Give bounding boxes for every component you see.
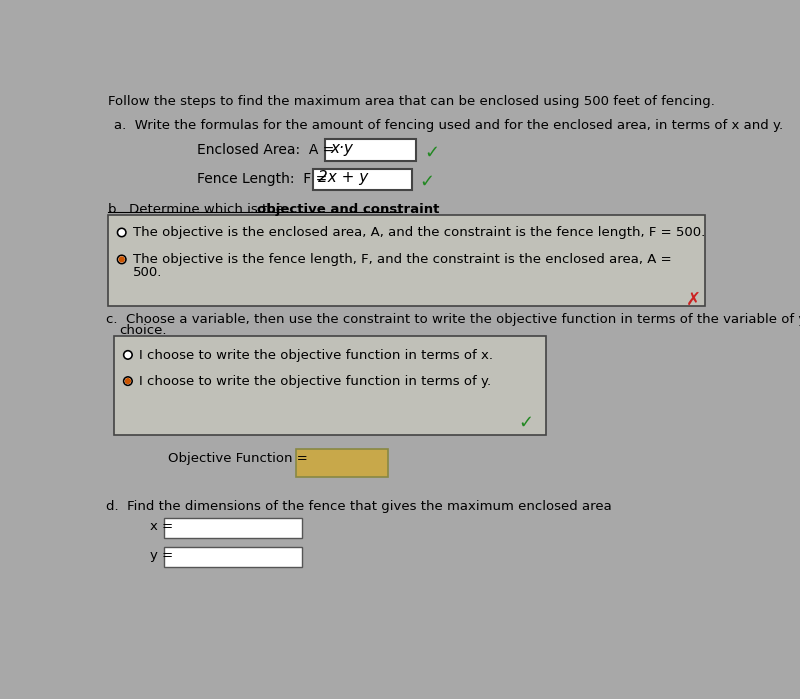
Text: ✓: ✓ bbox=[419, 173, 434, 191]
Text: Follow the steps to find the maximum area that can be enclosed using 500 feet of: Follow the steps to find the maximum are… bbox=[108, 94, 714, 108]
Text: Fence Length:  F =: Fence Length: F = bbox=[197, 173, 331, 187]
Text: ✗: ✗ bbox=[686, 291, 702, 308]
Text: b.  Determine which is the: b. Determine which is the bbox=[108, 203, 288, 216]
Circle shape bbox=[119, 257, 124, 262]
Text: I choose to write the objective function in terms of x.: I choose to write the objective function… bbox=[138, 349, 493, 362]
Circle shape bbox=[124, 377, 132, 385]
Text: y =: y = bbox=[150, 549, 174, 562]
Text: I choose to write the objective function in terms of y.: I choose to write the objective function… bbox=[138, 375, 491, 388]
Text: d.  Find the dimensions of the fence that gives the maximum enclosed area: d. Find the dimensions of the fence that… bbox=[106, 500, 612, 512]
Circle shape bbox=[118, 255, 126, 264]
Text: x =: x = bbox=[150, 521, 174, 533]
Text: 500.: 500. bbox=[133, 266, 162, 280]
Text: objective and constraint: objective and constraint bbox=[258, 203, 440, 216]
Text: Enclosed Area:  A =: Enclosed Area: A = bbox=[197, 143, 338, 157]
Text: ✓: ✓ bbox=[518, 414, 534, 432]
Bar bbox=[114, 336, 546, 435]
Text: The objective is the enclosed area, A, and the constraint is the fence length, F: The objective is the enclosed area, A, a… bbox=[133, 226, 705, 239]
Text: a.  Write the formulas for the amount of fencing used and for the enclosed area,: a. Write the formulas for the amount of … bbox=[114, 119, 783, 131]
Text: ✓: ✓ bbox=[424, 143, 439, 161]
Text: The objective is the fence length, F, and the constraint is the enclosed area, A: The objective is the fence length, F, an… bbox=[133, 253, 671, 266]
Text: Objective Function =: Objective Function = bbox=[168, 452, 312, 465]
Bar bbox=[108, 215, 705, 305]
Circle shape bbox=[124, 351, 132, 359]
Text: c.  Choose a variable, then use the constraint to write the objective function i: c. Choose a variable, then use the const… bbox=[106, 312, 800, 326]
Bar bbox=[325, 139, 416, 161]
Bar bbox=[296, 449, 387, 477]
Circle shape bbox=[126, 379, 130, 384]
Text: 2x + y: 2x + y bbox=[318, 170, 368, 185]
Circle shape bbox=[118, 229, 126, 237]
Text: choice.: choice. bbox=[119, 324, 167, 337]
Bar bbox=[163, 518, 302, 538]
Text: x·y: x·y bbox=[330, 141, 353, 156]
Bar bbox=[313, 168, 412, 190]
Bar bbox=[163, 547, 302, 567]
